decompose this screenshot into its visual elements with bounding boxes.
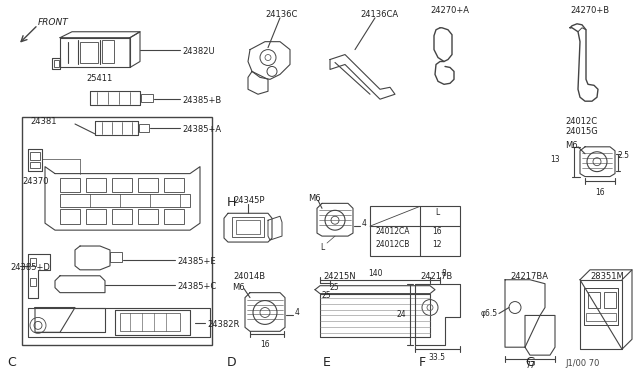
Bar [112, 209, 132, 224]
Text: 24: 24 [396, 310, 406, 319]
Text: 24270+A: 24270+A [431, 6, 470, 15]
Text: 24014B: 24014B [233, 272, 265, 281]
Text: 24382R: 24382R [207, 320, 239, 330]
Bar [584, 288, 618, 326]
Text: 24382U: 24382U [182, 46, 214, 56]
Text: C: C [8, 356, 17, 369]
Bar [232, 217, 264, 237]
Bar [164, 209, 184, 224]
Bar [588, 292, 600, 308]
Text: 2.5: 2.5 [618, 151, 630, 160]
Bar [139, 124, 149, 132]
Text: 25: 25 [321, 291, 331, 300]
Bar [236, 220, 260, 234]
Text: M6: M6 [308, 195, 321, 203]
Text: 24385+E: 24385+E [177, 257, 216, 266]
Text: D: D [227, 356, 237, 369]
Text: 24217B: 24217B [420, 272, 452, 281]
Text: G: G [525, 356, 534, 369]
Text: 24012CB: 24012CB [375, 240, 410, 249]
Bar [141, 94, 153, 102]
Text: 77: 77 [525, 361, 535, 370]
Text: M6: M6 [232, 283, 244, 292]
Text: 24345P: 24345P [233, 196, 264, 205]
Bar [60, 209, 80, 224]
Text: 12: 12 [432, 240, 442, 249]
Text: M6: M6 [565, 141, 578, 150]
Bar [30, 258, 36, 266]
Bar [120, 314, 180, 331]
Text: 24012C: 24012C [565, 117, 597, 126]
Bar [86, 209, 106, 224]
Bar [60, 177, 80, 192]
Text: 24385+B: 24385+B [182, 96, 221, 105]
Text: 4: 4 [295, 308, 300, 317]
Text: 25411: 25411 [87, 74, 113, 83]
Text: 28351M: 28351M [590, 272, 624, 281]
Text: 16: 16 [260, 340, 270, 349]
Text: 24015G: 24015G [565, 127, 598, 136]
Text: 140: 140 [368, 269, 382, 278]
Text: 24385+C: 24385+C [177, 282, 216, 291]
Text: 33.5: 33.5 [429, 353, 445, 362]
Text: 24385+A: 24385+A [182, 125, 221, 134]
Text: 24012CA: 24012CA [375, 227, 410, 236]
Bar [164, 177, 184, 192]
Bar [110, 252, 122, 262]
Bar [22, 117, 212, 345]
Bar [60, 195, 190, 207]
Text: 24215N: 24215N [323, 272, 356, 281]
Bar [54, 60, 59, 67]
Bar [30, 162, 40, 168]
Text: F: F [419, 356, 426, 369]
Bar [86, 177, 106, 192]
Text: 24370: 24370 [22, 177, 49, 186]
Text: 24270+B: 24270+B [570, 6, 609, 15]
Text: J1/00 70: J1/00 70 [566, 359, 600, 368]
Text: L: L [320, 243, 324, 252]
Bar [138, 209, 158, 224]
Bar [370, 206, 460, 256]
Text: 25: 25 [330, 283, 340, 292]
Text: 24385+D: 24385+D [10, 263, 50, 272]
Bar [30, 278, 36, 286]
Bar [112, 177, 132, 192]
Text: L: L [435, 208, 439, 217]
Bar [586, 314, 616, 321]
Bar [102, 40, 114, 64]
Text: 24136C: 24136C [265, 10, 298, 19]
Text: E: E [323, 356, 331, 369]
Bar [138, 177, 158, 192]
Text: 16: 16 [595, 189, 605, 198]
Bar [30, 152, 40, 160]
Text: 8: 8 [442, 269, 447, 278]
Text: 24381: 24381 [30, 117, 56, 126]
Text: 13: 13 [550, 155, 560, 164]
Bar [604, 292, 616, 308]
Text: FRONT: FRONT [38, 18, 68, 27]
Text: 24136CA: 24136CA [360, 10, 398, 19]
Text: φ6.5: φ6.5 [481, 309, 498, 318]
Text: H: H [227, 196, 237, 209]
Text: 4: 4 [362, 219, 367, 228]
Text: 16: 16 [432, 227, 442, 236]
Bar [80, 42, 98, 64]
Text: 24217BA: 24217BA [510, 272, 548, 281]
